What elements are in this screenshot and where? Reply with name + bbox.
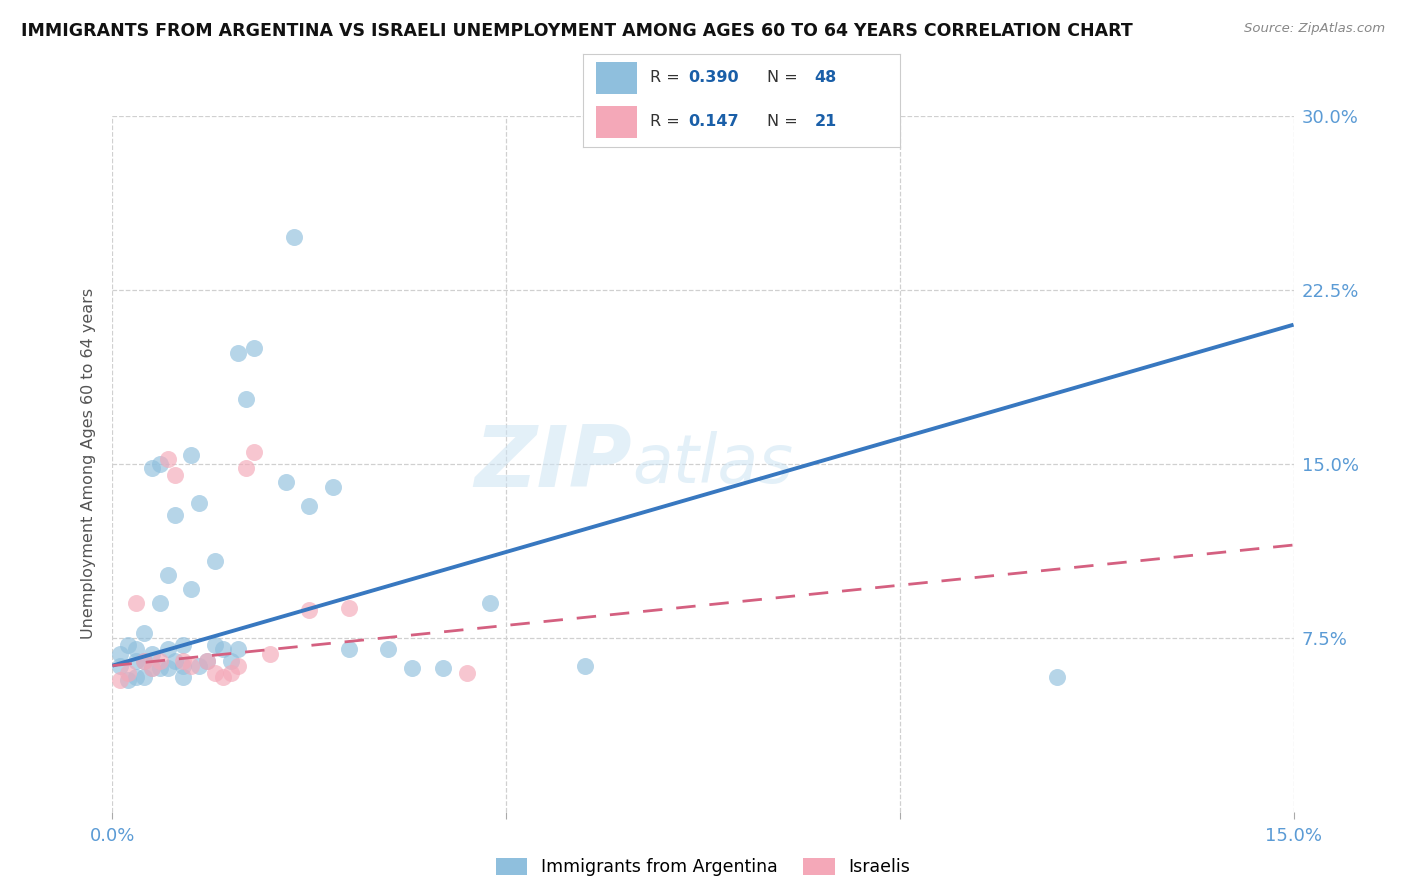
Point [180,448,202,462]
Bar [596,106,637,138]
Point [432,661,454,675]
Point [180,582,202,596]
Point [132,670,155,684]
Point [117,673,139,687]
Point [141,461,163,475]
Point [322,480,344,494]
Point [141,661,163,675]
Text: ZIP: ZIP [474,422,633,506]
Point [132,654,155,668]
Point [156,642,179,657]
Point [204,665,226,680]
Point [172,654,194,668]
Point [235,461,257,475]
Text: IMMIGRANTS FROM ARGENTINA VS ISRAELI UNEMPLOYMENT AMONG AGES 60 TO 64 YEARS CORR: IMMIGRANTS FROM ARGENTINA VS ISRAELI UNE… [21,22,1133,40]
Point [195,654,218,668]
Text: 21: 21 [814,114,837,129]
Point [132,626,155,640]
Legend: Immigrants from Argentina, Israelis: Immigrants from Argentina, Israelis [488,851,918,883]
Y-axis label: Unemployment Among Ages 60 to 64 years: Unemployment Among Ages 60 to 64 years [80,288,96,640]
Point [401,661,423,675]
Point [235,392,257,406]
Point [211,670,233,684]
Point [188,496,211,510]
Point [132,654,155,668]
Text: Source: ZipAtlas.com: Source: ZipAtlas.com [1244,22,1385,36]
Point [125,642,148,657]
Point [149,596,172,610]
Point [125,670,148,684]
Point [259,647,281,661]
Point [456,665,478,680]
Text: N =: N = [768,114,808,129]
Text: atlas: atlas [633,431,793,497]
Point [211,642,233,657]
Point [172,658,194,673]
Point [149,457,172,471]
Point [479,596,502,610]
Point [172,670,194,684]
Point [165,468,187,483]
Point [117,638,139,652]
Point [195,654,218,668]
Point [219,654,242,668]
Point [274,475,297,490]
Point [574,658,596,673]
Text: R =: R = [650,70,685,86]
Point [204,554,226,568]
Point [110,647,132,661]
Point [165,508,187,522]
Point [156,452,179,467]
Point [243,341,266,355]
Point [283,229,305,244]
Text: 0.147: 0.147 [688,114,738,129]
Text: R =: R = [650,114,690,129]
Point [188,658,211,673]
Point [1046,670,1069,684]
Point [165,654,187,668]
Point [228,642,250,657]
Point [298,499,321,513]
Point [298,603,321,617]
Point [125,596,148,610]
Point [180,658,202,673]
Bar [596,62,637,94]
Point [219,665,242,680]
Point [172,638,194,652]
Point [337,642,360,657]
Text: 0.390: 0.390 [688,70,738,86]
Point [204,638,226,652]
Point [228,658,250,673]
Point [156,568,179,582]
Point [149,654,172,668]
Point [141,661,163,675]
Point [125,654,148,668]
Point [243,445,266,459]
Point [149,661,172,675]
Text: N =: N = [768,70,803,86]
Point [228,345,250,359]
Point [337,600,360,615]
Point [156,661,179,675]
Point [110,673,132,687]
Point [117,665,139,680]
Point [377,642,399,657]
Point [141,647,163,661]
Point [110,658,132,673]
Text: 48: 48 [814,70,837,86]
